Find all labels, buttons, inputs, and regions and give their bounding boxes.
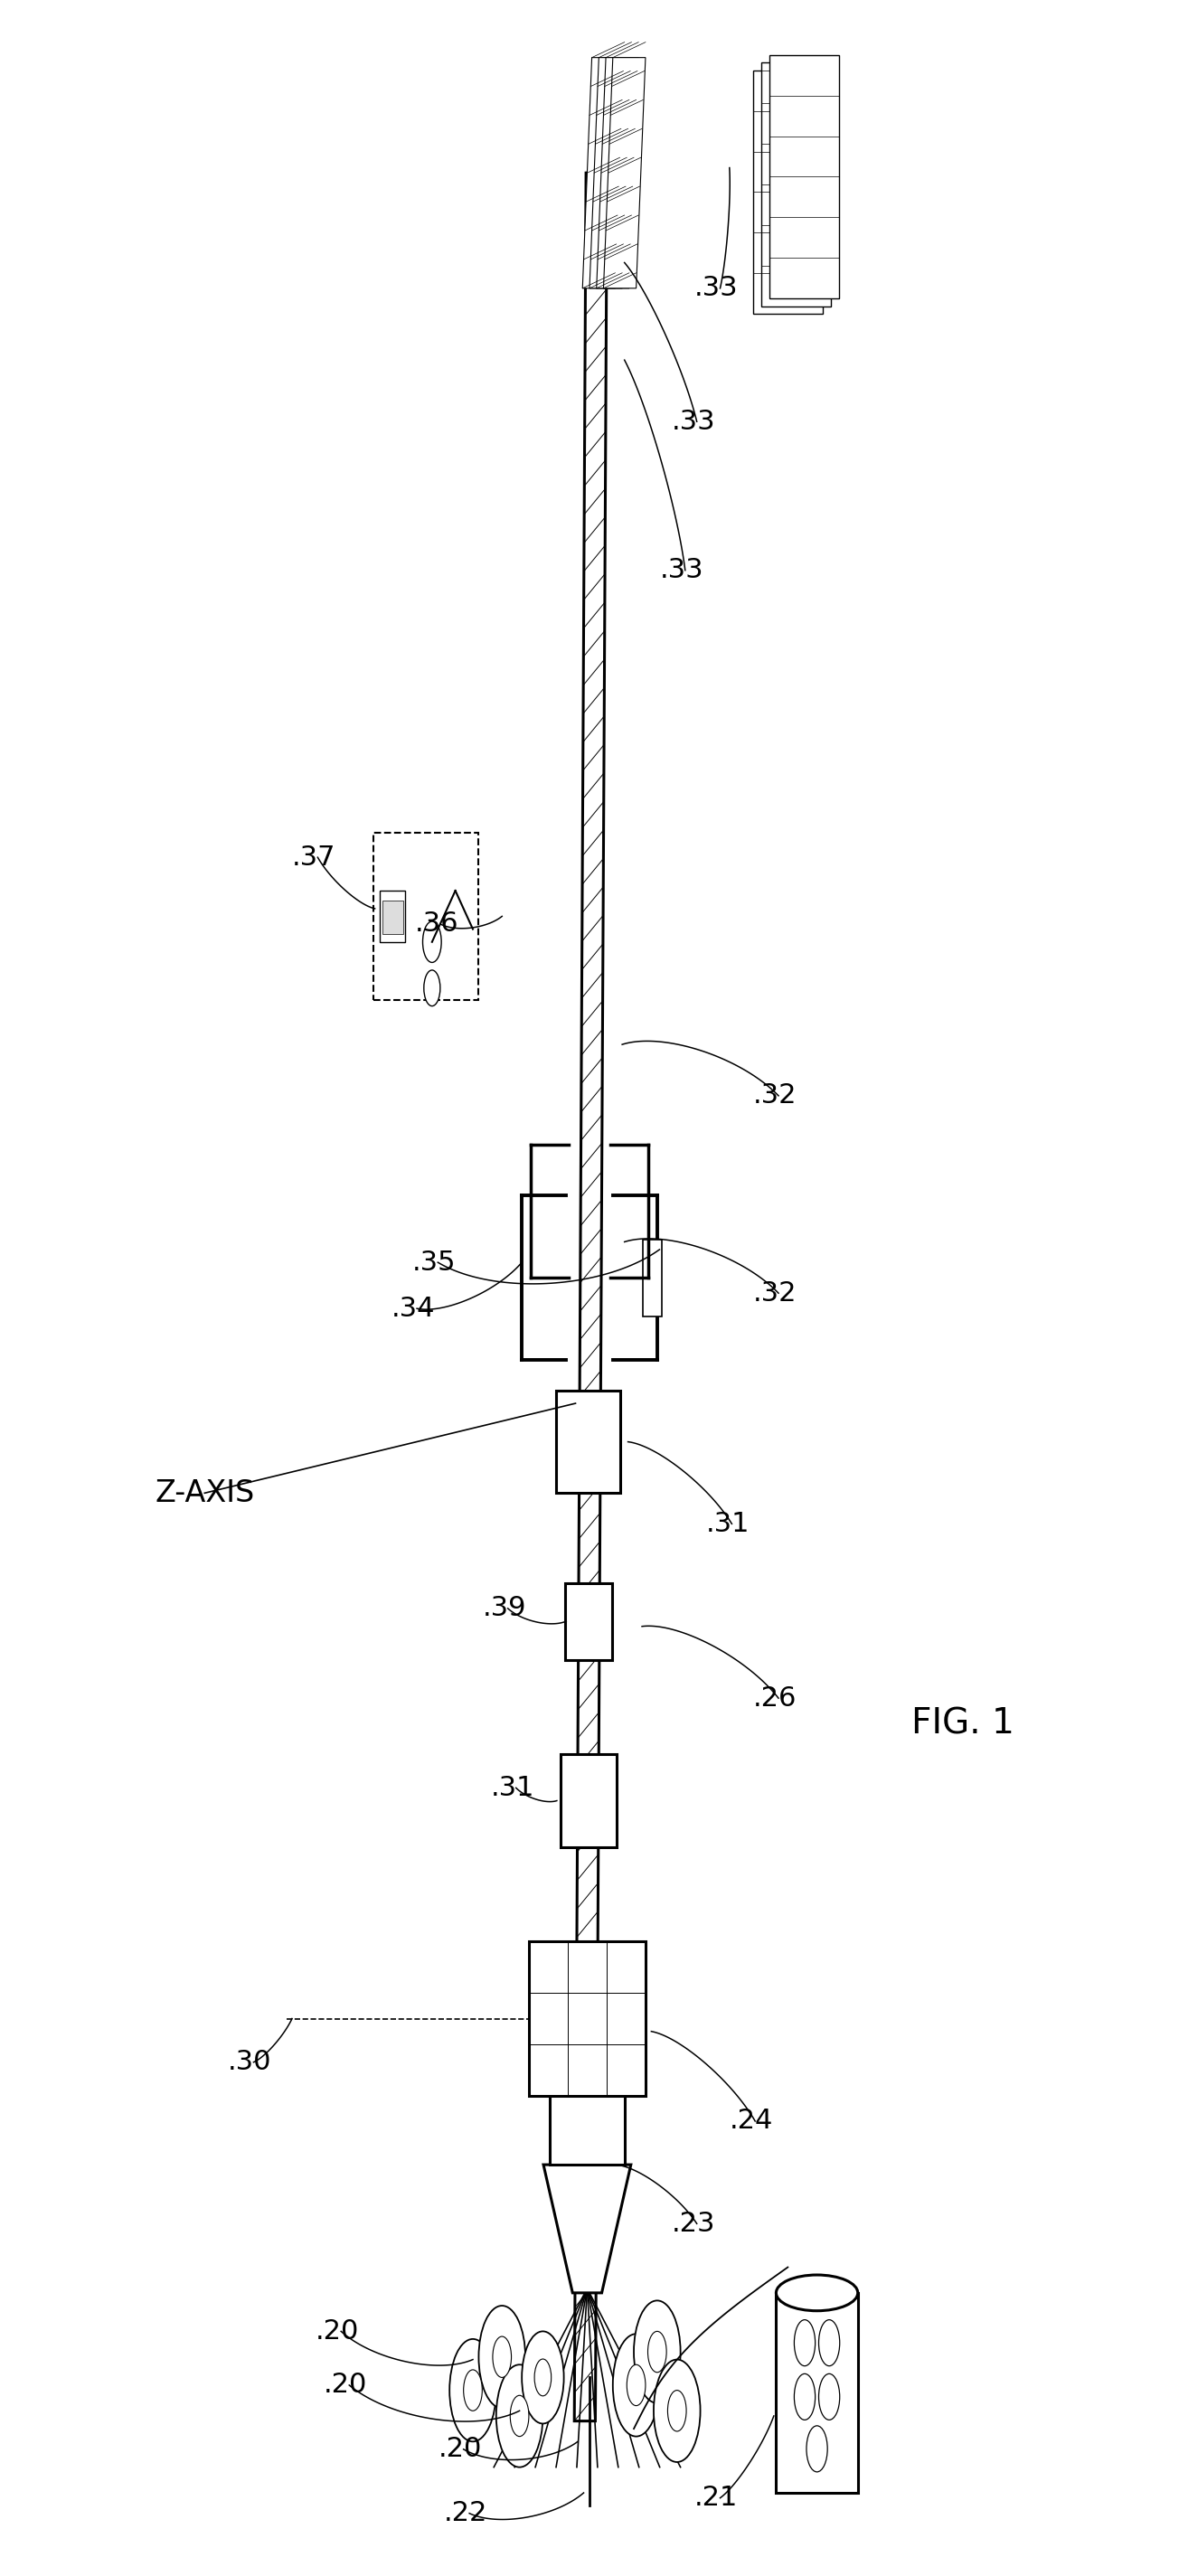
Text: .33: .33 <box>694 276 738 301</box>
Bar <box>776 2293 858 2494</box>
Text: .32: .32 <box>753 1280 797 1306</box>
Circle shape <box>493 2336 512 2378</box>
Polygon shape <box>590 57 632 289</box>
Bar <box>565 1582 612 1659</box>
Circle shape <box>479 2306 526 2409</box>
Text: .37: .37 <box>292 845 336 871</box>
Circle shape <box>511 2396 529 2437</box>
Bar <box>382 902 403 935</box>
Circle shape <box>449 2339 496 2442</box>
Circle shape <box>534 2360 552 2396</box>
Circle shape <box>806 2427 828 2473</box>
Circle shape <box>463 2370 482 2411</box>
Text: .34: .34 <box>391 1296 435 1321</box>
Text: .24: .24 <box>730 2107 773 2136</box>
Bar <box>549 2069 625 2164</box>
Polygon shape <box>753 70 823 314</box>
Circle shape <box>818 2321 839 2365</box>
Bar <box>529 1942 645 2094</box>
Circle shape <box>795 2321 815 2365</box>
Circle shape <box>818 2372 839 2419</box>
Circle shape <box>627 2365 645 2406</box>
Text: .33: .33 <box>671 410 716 435</box>
Text: .39: .39 <box>482 1595 526 1620</box>
Text: FIG. 1: FIG. 1 <box>911 1708 1014 1741</box>
Polygon shape <box>582 57 625 289</box>
Text: .36: .36 <box>415 912 459 938</box>
Text: Z-AXIS: Z-AXIS <box>154 1479 255 1507</box>
Bar <box>374 832 479 999</box>
Circle shape <box>496 2365 542 2468</box>
Text: .20: .20 <box>323 2372 368 2398</box>
Circle shape <box>613 2334 659 2437</box>
Bar <box>556 1391 620 1494</box>
Polygon shape <box>604 57 645 289</box>
Circle shape <box>795 2372 815 2419</box>
Polygon shape <box>760 62 831 307</box>
Circle shape <box>522 2331 564 2424</box>
Text: .20: .20 <box>316 2318 360 2344</box>
Circle shape <box>424 971 440 1007</box>
Circle shape <box>653 2360 700 2463</box>
Circle shape <box>647 2331 666 2372</box>
Polygon shape <box>769 54 839 299</box>
Bar <box>560 1754 617 1847</box>
Polygon shape <box>597 57 639 289</box>
Circle shape <box>423 922 441 963</box>
Ellipse shape <box>776 2275 858 2311</box>
Text: .26: .26 <box>753 1685 797 1710</box>
Text: .21: .21 <box>694 2486 738 2512</box>
Text: .30: .30 <box>228 2048 271 2076</box>
Text: .33: .33 <box>659 556 704 582</box>
Bar <box>644 1239 661 1316</box>
Polygon shape <box>574 173 607 2421</box>
Bar <box>380 891 406 943</box>
Circle shape <box>634 2300 680 2403</box>
Text: .35: .35 <box>413 1249 456 1275</box>
Polygon shape <box>544 2164 631 2293</box>
Text: .31: .31 <box>490 1775 534 1801</box>
Text: .32: .32 <box>753 1082 797 1108</box>
Circle shape <box>667 2391 686 2432</box>
Text: .23: .23 <box>671 2210 714 2236</box>
Text: .22: .22 <box>443 2501 487 2527</box>
Text: .20: .20 <box>437 2437 481 2463</box>
Text: .31: .31 <box>706 1510 750 1538</box>
